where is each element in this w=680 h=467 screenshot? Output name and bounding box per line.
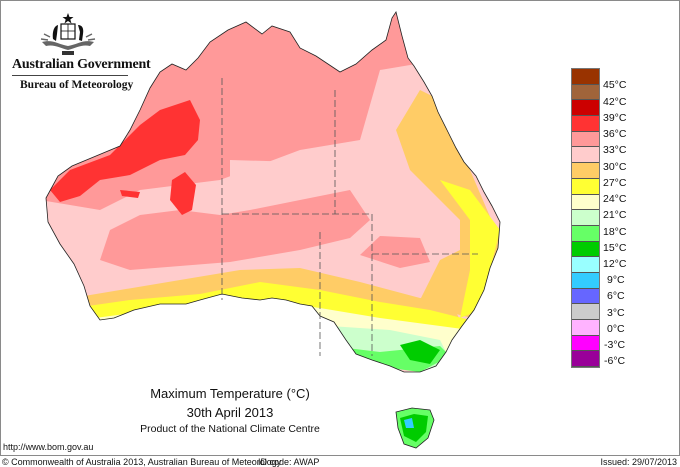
legend-label: 0°C [607,323,625,335]
legend-label: 39°C [603,112,627,124]
coat-of-arms-icon [40,13,96,55]
legend-swatch [572,304,599,320]
legend-swatch [572,320,599,336]
legend-label: 6°C [607,290,625,302]
legend-swatch [572,351,599,368]
legend-label: 33°C [603,144,627,156]
legend-label: 24°C [603,193,627,205]
legend-swatch [572,288,599,305]
org-subname: Bureau of Meteorology [20,79,134,91]
legend-label: 3°C [607,307,625,319]
color-legend [571,68,600,369]
legend-label: 15°C [603,242,627,254]
map-date: 30th April 2013 [186,405,274,420]
legend-swatch [572,194,599,211]
legend-label: -6°C [604,355,626,367]
legend-label: 45°C [603,79,627,91]
legend-swatch [572,257,599,273]
legend-label: 18°C [603,226,627,238]
legend-swatch [572,210,599,226]
legend-label: 36°C [603,128,627,140]
temperature-map [45,11,501,449]
legend-label: 21°C [603,209,627,221]
legend-swatch [572,100,599,117]
map-credit: Product of the National Climate Centre [140,423,320,435]
legend-label: 9°C [607,274,625,286]
issued-date: Issued: 29/07/2013 [600,457,677,467]
legend-swatch [572,84,599,101]
bom-url-link[interactable]: http://www.bom.gov.au [3,442,94,452]
legend-swatch [572,116,599,132]
id-code: ID code: AWAP [258,457,320,467]
legend-label: 30°C [603,161,627,173]
legend-swatch [572,131,599,148]
legend-swatch [572,69,599,85]
map-title: Maximum Temperature (°C) [150,386,310,401]
legend-label: 27°C [603,177,627,189]
divider [12,75,128,76]
legend-swatch [572,335,599,352]
legend-label: -3°C [604,339,626,351]
legend-swatch [572,272,599,289]
legend-label: 42°C [603,96,627,108]
legend-swatch [572,163,599,179]
org-name: Australian Government [12,57,151,72]
copyright-text: © Commonwealth of Australia 2013, Austra… [2,457,282,467]
legend-swatch [572,178,599,195]
legend-swatch [572,147,599,164]
legend-swatch [572,225,599,242]
legend-swatch [572,241,599,258]
legend-label: 12°C [603,258,627,270]
